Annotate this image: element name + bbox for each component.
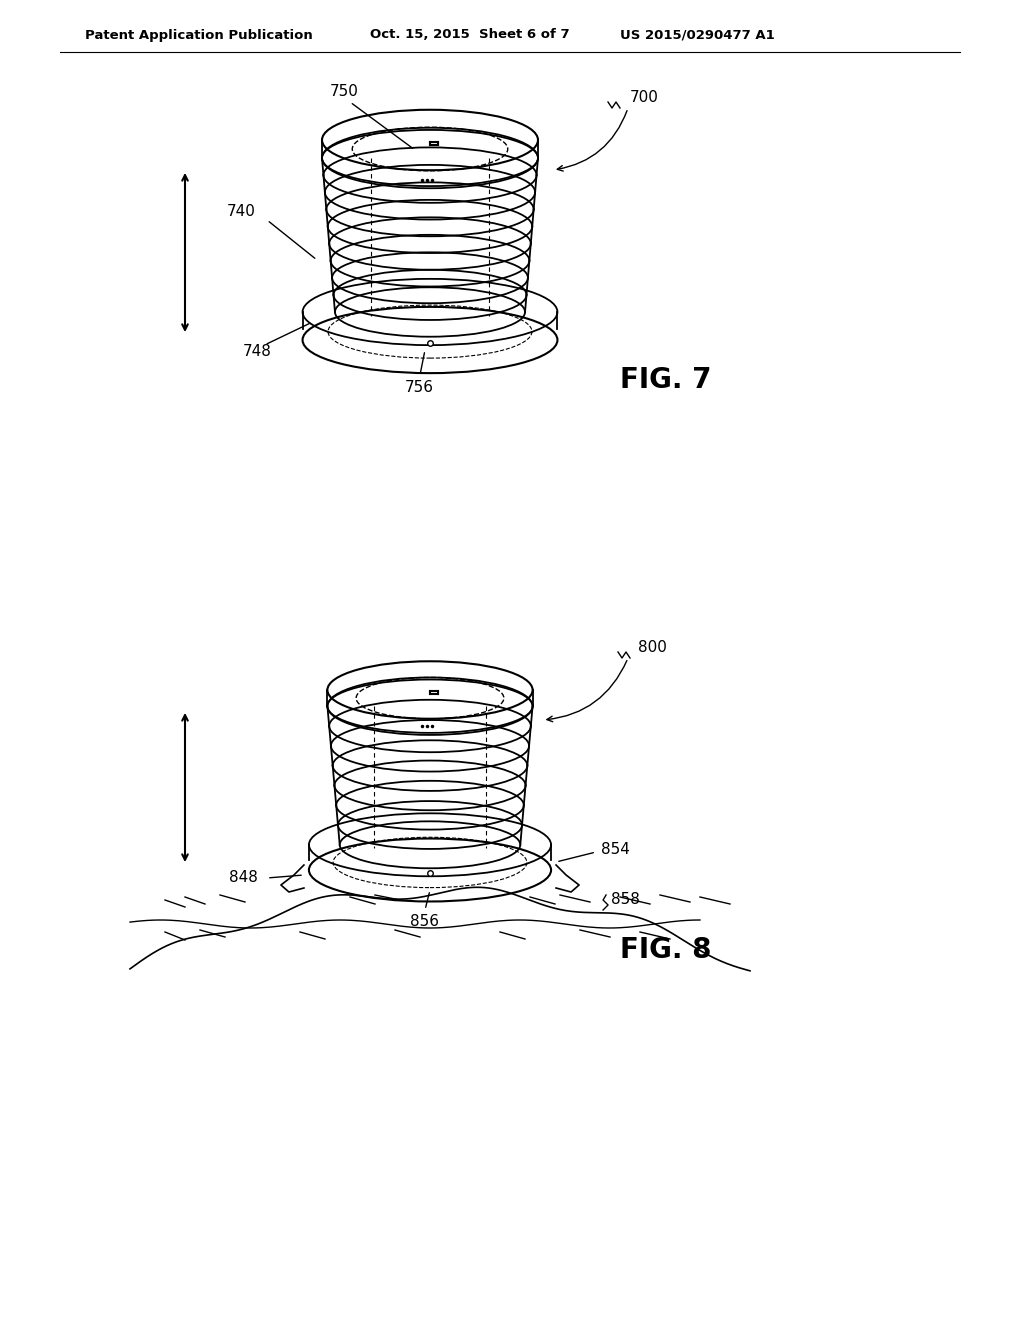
Text: Oct. 15, 2015  Sheet 6 of 7: Oct. 15, 2015 Sheet 6 of 7 (370, 29, 569, 41)
Text: 854: 854 (601, 842, 630, 858)
Text: 750: 750 (330, 84, 358, 99)
Text: 856: 856 (410, 915, 439, 929)
Text: 858: 858 (611, 892, 640, 908)
Text: 748: 748 (243, 345, 271, 359)
Text: 700: 700 (630, 91, 658, 106)
Text: 848: 848 (229, 870, 258, 886)
Text: 740: 740 (227, 205, 256, 219)
Text: Patent Application Publication: Patent Application Publication (85, 29, 312, 41)
Text: US 2015/0290477 A1: US 2015/0290477 A1 (620, 29, 775, 41)
Text: 756: 756 (406, 380, 434, 396)
Text: FIG. 7: FIG. 7 (620, 366, 712, 393)
Text: 800: 800 (638, 640, 667, 656)
Text: FIG. 8: FIG. 8 (620, 936, 712, 964)
